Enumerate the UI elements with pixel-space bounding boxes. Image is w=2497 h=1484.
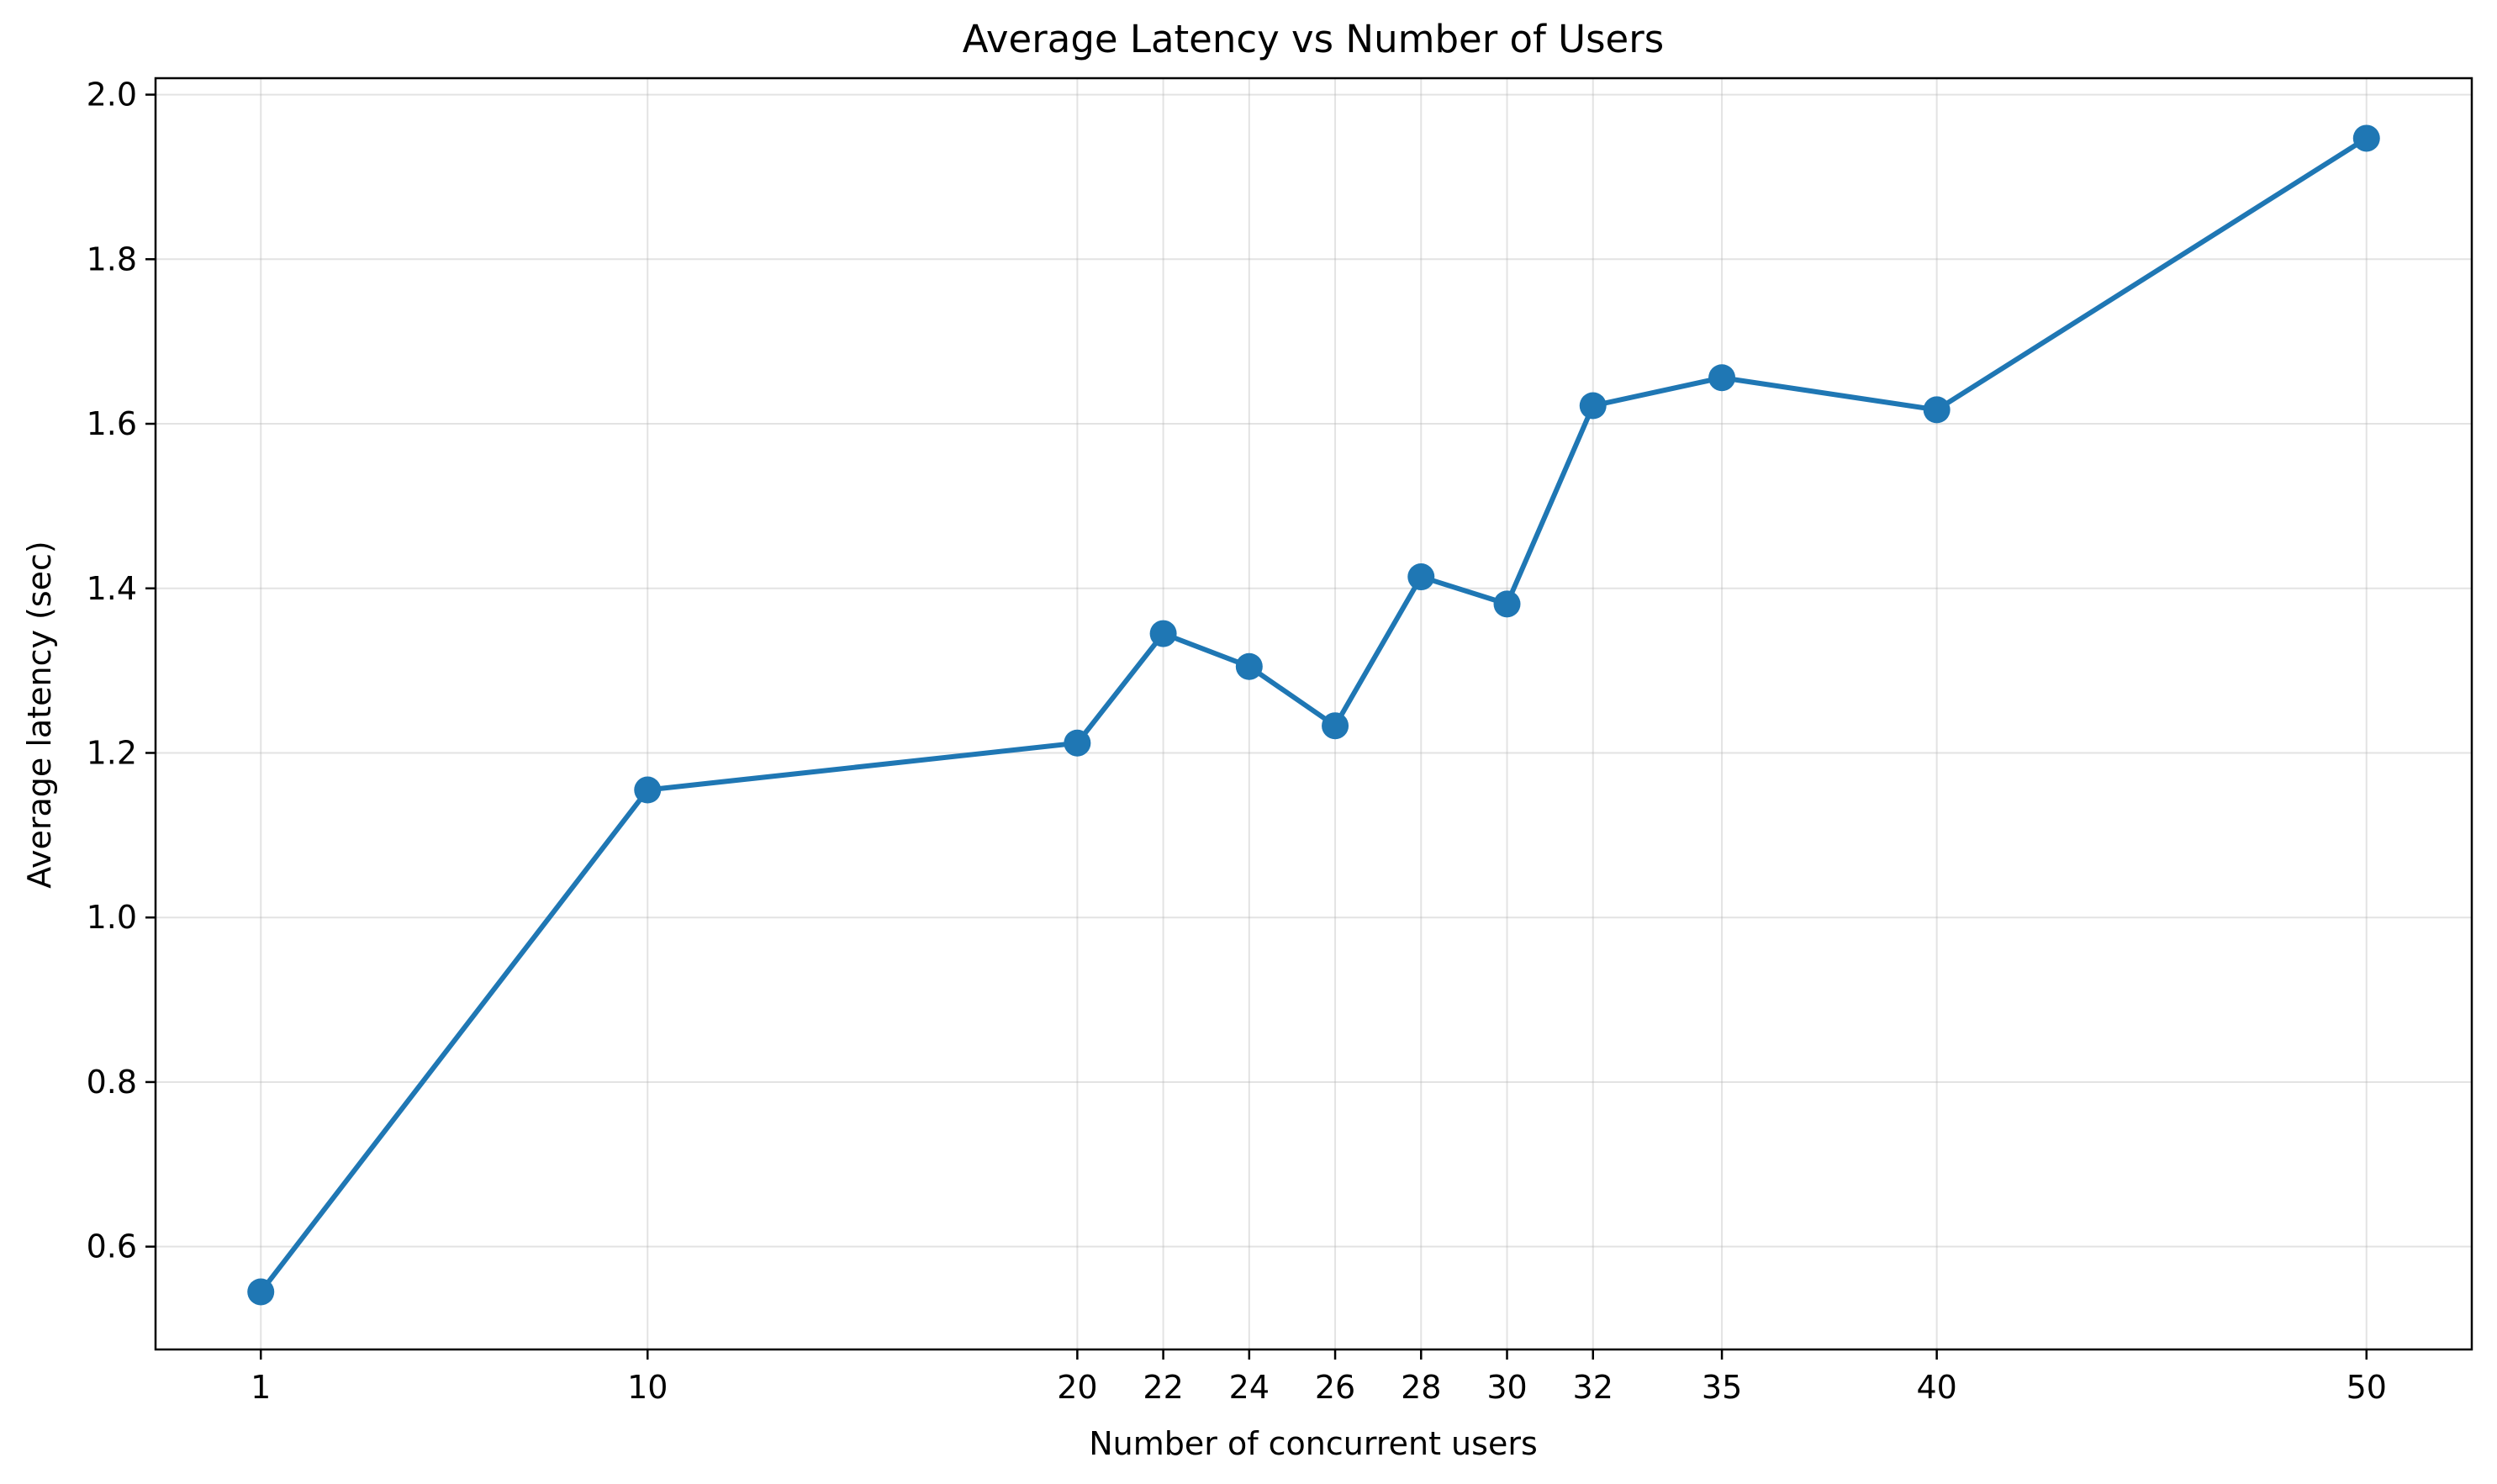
y-tick-label: 1.2: [87, 734, 137, 771]
data-point: [1235, 652, 1263, 680]
data-point: [1407, 563, 1435, 591]
data-point: [634, 776, 662, 804]
x-tick-label: 40: [1916, 1369, 1956, 1406]
x-tick-label: 1: [251, 1369, 271, 1406]
y-axis-label: Average latency (sec): [21, 541, 58, 889]
series-line: [258, 135, 2369, 1295]
axis-ticks: 1 10 20 22 24 26 28 30 32 35 40 50 0.6 0.8 1.0 1.2 1.4 1.…: [87, 77, 2387, 1406]
x-axis-label: Number of concurrent users: [1089, 1425, 1538, 1462]
data-point: [1322, 712, 1349, 740]
y-tick-label: 1.8: [87, 240, 137, 277]
data-point: [247, 1278, 275, 1306]
x-tick-label: 50: [2347, 1369, 2387, 1406]
data-point: [1149, 620, 1177, 647]
y-tick-label: 0.6: [87, 1228, 137, 1265]
data-point: [1493, 590, 1521, 618]
data-point: [2352, 124, 2380, 152]
x-tick-label: 20: [1057, 1369, 1097, 1406]
grid: [156, 78, 2472, 1349]
x-tick-label: 35: [1702, 1369, 1742, 1406]
series-layer: [247, 124, 2380, 1306]
plot-area-frame: [154, 77, 2473, 1351]
data-point: [1064, 729, 1091, 757]
x-tick-label: 30: [1486, 1369, 1527, 1406]
data-point: [1708, 364, 1736, 392]
x-tick-label: 28: [1401, 1369, 1441, 1406]
x-tick-label: 24: [1229, 1369, 1270, 1406]
y-tick-label: 2.0: [87, 77, 137, 114]
y-tick-label: 1.4: [87, 570, 137, 607]
y-tick-label: 1.6: [87, 405, 137, 442]
y-tick-label: 0.8: [87, 1064, 137, 1101]
x-tick-label: 22: [1143, 1369, 1183, 1406]
y-tick-label: 1.0: [87, 899, 137, 936]
x-tick-label: 26: [1315, 1369, 1355, 1406]
chart-title: Average Latency vs Number of Users: [963, 17, 1664, 61]
x-tick-label: 32: [1573, 1369, 1613, 1406]
data-point: [1923, 396, 1951, 424]
data-point: [1579, 392, 1607, 420]
x-tick-label: 10: [627, 1369, 668, 1406]
